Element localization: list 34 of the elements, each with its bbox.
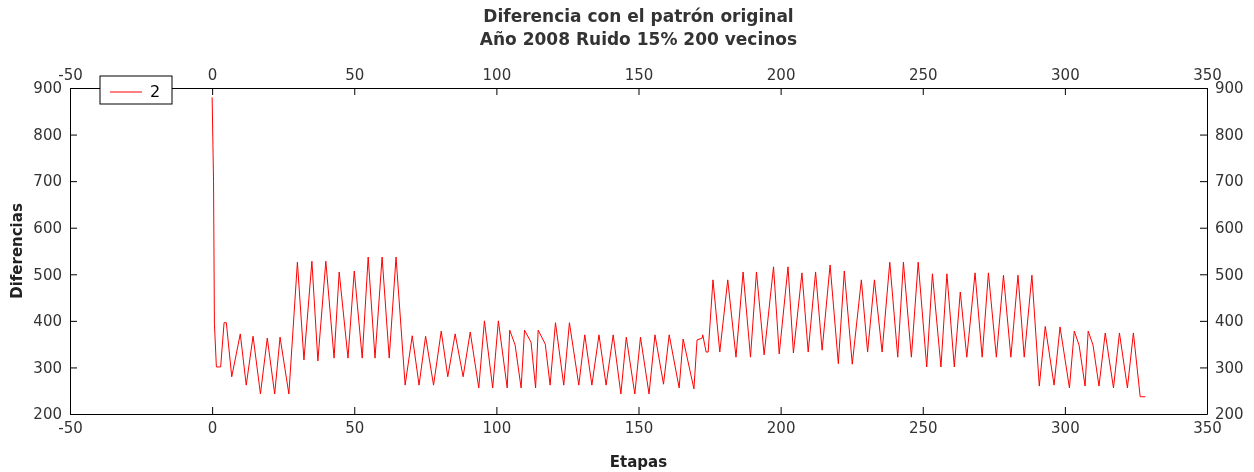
y2-tick-label: 500 [1215,265,1244,284]
x-tick-label: 100 [482,418,512,437]
x-tick-label: 200 [766,418,796,437]
y-tick-label: 600 [33,219,62,238]
y2-tick-label: 900 [1215,79,1244,98]
chart-subtitle: Año 2008 Ruido 15% 200 vecinos [479,29,798,49]
x-tick-label: 300 [1051,418,1080,437]
x2-tick-label: 300 [1051,66,1080,84]
y-tick-label: 300 [33,358,62,377]
y-tick-label: 400 [33,312,62,331]
y2-tick-label: 800 [1215,125,1244,144]
legend-label: 2 [150,82,161,101]
y-tick-label: 900 [33,79,62,98]
x2-tick-label: 150 [624,66,654,84]
x-axis-title: Etapas [609,453,668,471]
x2-tick-label: 50 [345,66,365,84]
x-tick-label: 50 [345,418,365,437]
x2-tick-label: 0 [207,66,218,84]
y2-tick-label: 600 [1215,219,1244,238]
y-axis-title: Diferencias [8,203,26,299]
chart-title: Diferencia con el patrón original [483,6,794,26]
y2-tick-label: 400 [1215,312,1244,331]
x-tick-label: 250 [908,418,938,437]
x-tick-label: 0 [207,418,218,437]
x2-tick-label: 200 [766,66,796,84]
y2-tick-label: 700 [1215,172,1244,191]
x-tick-label: 150 [624,418,654,437]
y-tick-label: 700 [33,172,62,191]
x2-tick-label: 250 [908,66,938,84]
y2-tick-label: 300 [1215,358,1244,377]
x2-tick-label: 100 [482,66,512,84]
y-tick-label: 500 [33,265,62,284]
line-series [211,96,1146,398]
y-tick-label: 800 [33,125,62,144]
